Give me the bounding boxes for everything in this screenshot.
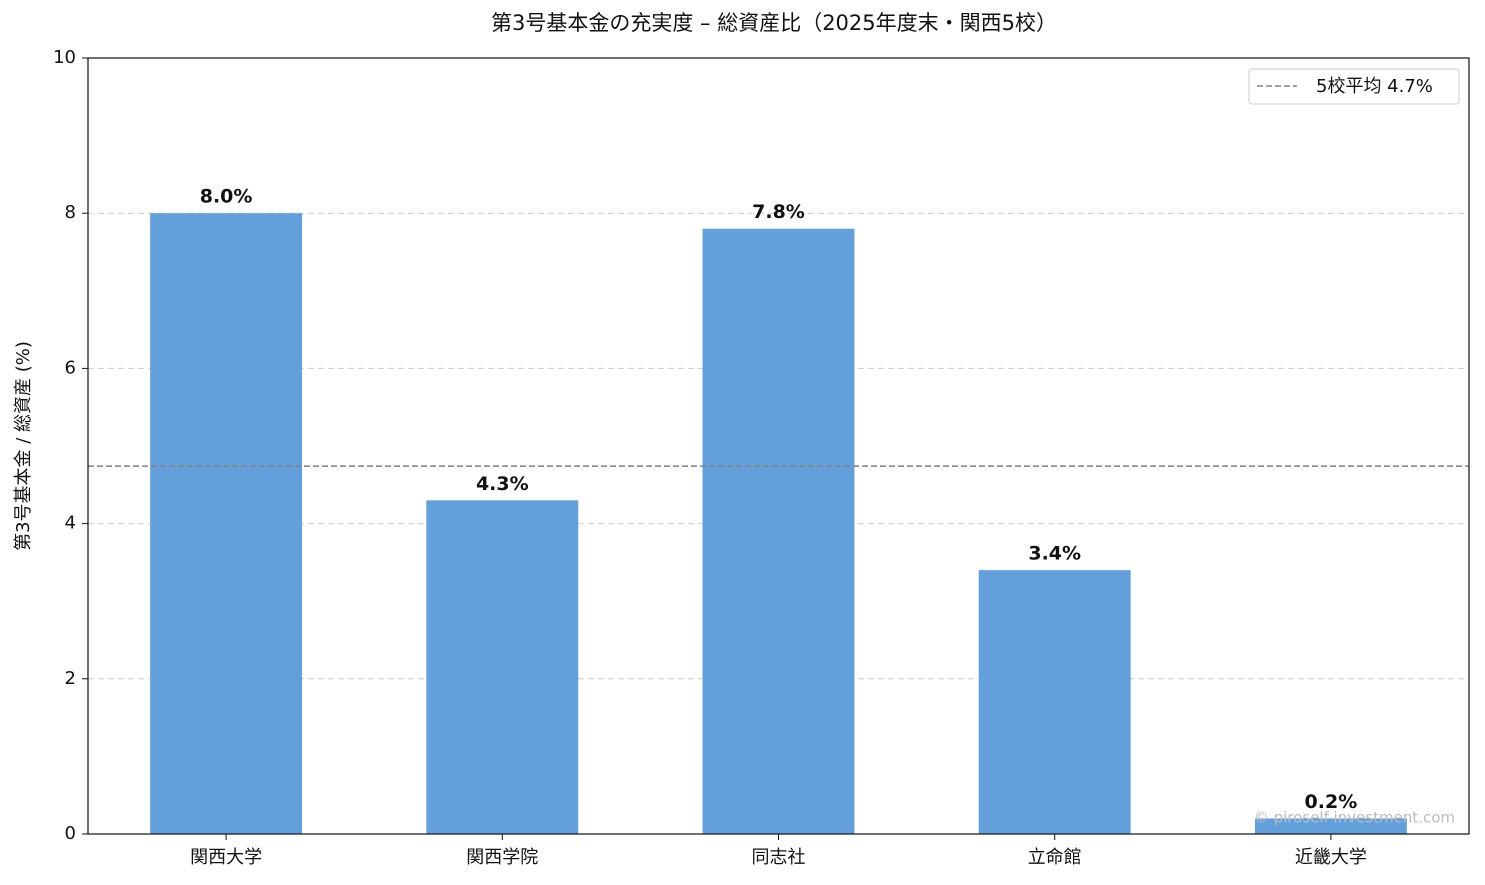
watermark: © piroself-investment.com [1254,809,1455,827]
y-axis-label: 第3号基本金 / 総資産 (%) [13,341,34,551]
x-tick-label: 関西学院 [466,847,538,868]
bar [1254,818,1407,834]
legend-box [1248,68,1460,105]
y-tick-label: 6 [65,357,76,378]
y-tick-label: 2 [65,668,76,689]
x-tick-label: 関西大学 [190,847,262,868]
bar [426,500,579,834]
value-label: 8.0% [200,186,253,208]
value-label: 3.4% [1028,543,1081,565]
y-tick-label: 10 [53,47,76,68]
chart-title: 第3号基本金の充実度 – 総資産比（2025年度末・関西5校） [491,11,1057,35]
y-tick-label: 0 [65,823,76,844]
frame [87,57,1470,835]
y-tick-label: 8 [65,202,76,223]
legend-label: 5校平均 4.7% [1316,76,1433,97]
value-label: 4.3% [476,473,529,495]
x-tick-label: 同志社 [752,847,806,868]
value-label: 7.8% [752,201,805,223]
bar [150,213,303,834]
value-label: 0.2% [1305,791,1358,813]
bar [702,228,855,835]
bar [978,570,1131,834]
y-tick-label: 4 [65,513,76,534]
x-tick-label: 近畿大学 [1295,847,1367,868]
x-tick-label: 立命館 [1028,847,1082,868]
